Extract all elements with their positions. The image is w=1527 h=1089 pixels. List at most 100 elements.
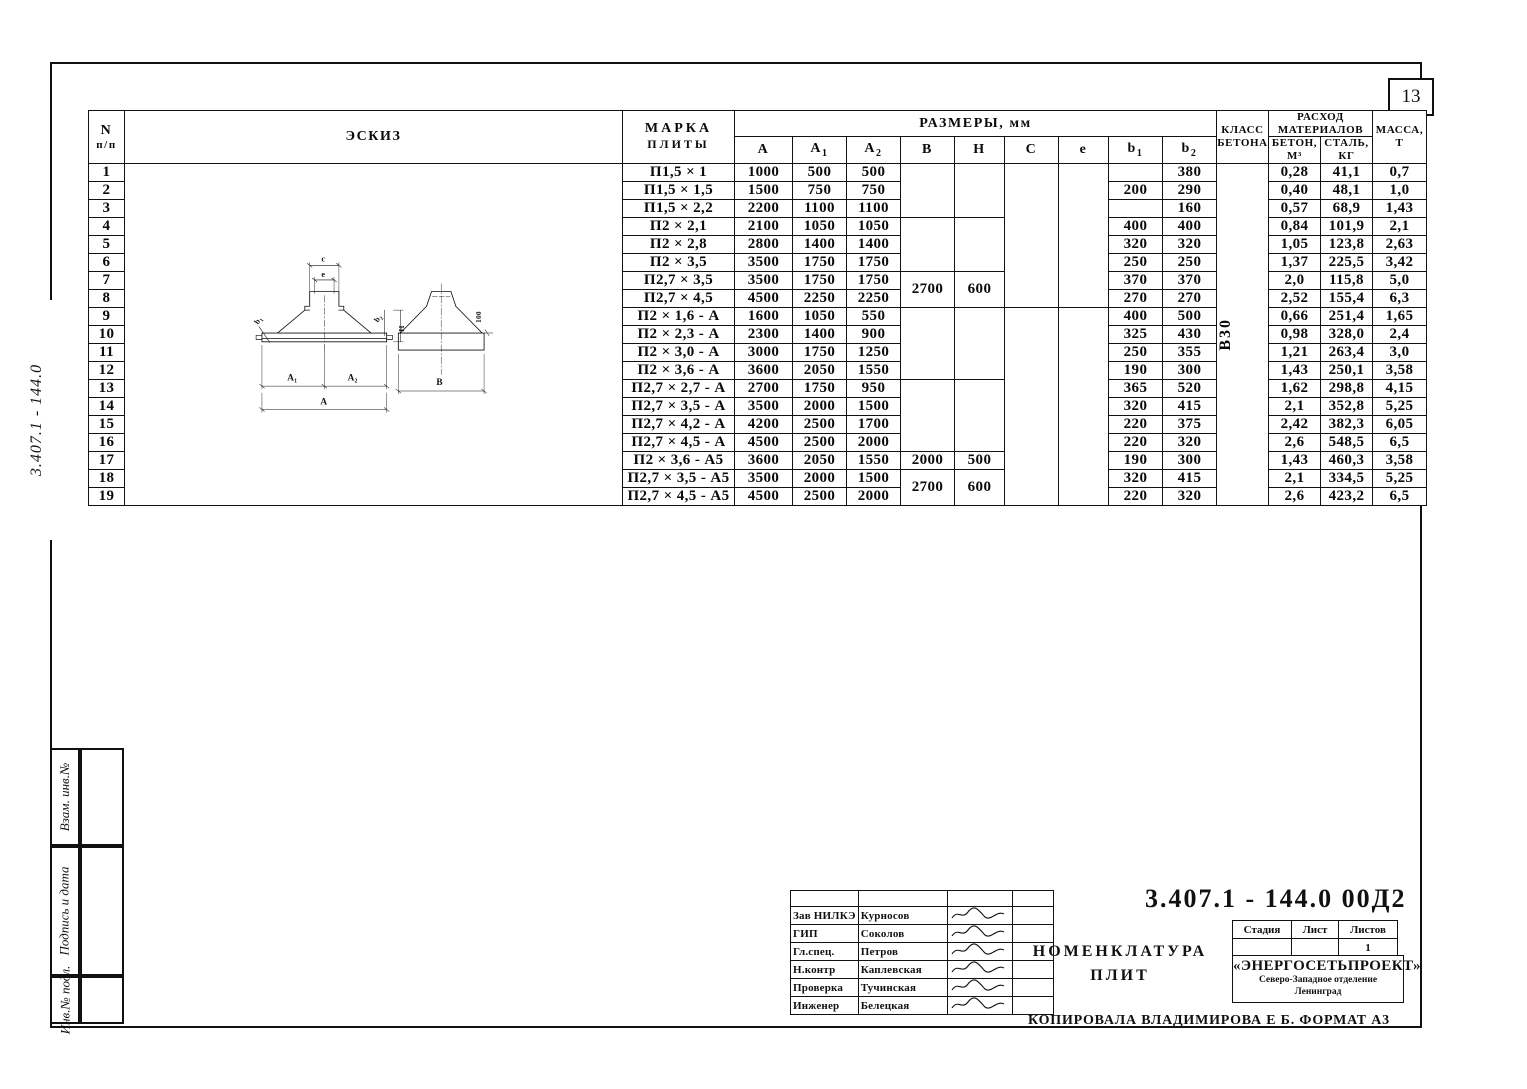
header-col-b1: b1 [1108, 136, 1163, 164]
table-row: 15 П2,7 × 4,2 - А 4200 2500 1700 220 375 2,42 38… [88, 414, 1427, 434]
table-row: 16 П2,7 × 4,5 - А 4500 2500 2000 220 320 2,6 548… [88, 432, 1427, 452]
document-title-line1: НОМЕНКЛАТУРА [1032, 943, 1208, 960]
table-row: 8 П2,7 × 4,5 4500 2250 2250 270 270 2,52 155,4 6,… [88, 288, 1427, 308]
cell-dim-b1: 190 [1108, 450, 1163, 470]
cell-plate-mark: П2 × 3,5 [622, 252, 735, 272]
cell-dim-A2: 500 [846, 162, 901, 182]
signature-mark [946, 996, 1013, 1015]
cell-dim-A: 2800 [734, 234, 793, 254]
header-col-A: A [734, 136, 793, 164]
sketch-label-A2: A2 [348, 373, 358, 384]
cell-mass: 5,0 [1372, 270, 1427, 290]
cell-dim-b1: 250 [1108, 342, 1163, 362]
cell-dim-b2: 400 [1162, 216, 1217, 236]
cell-row-number: 8 [88, 288, 125, 308]
cell-concrete-volume: 2,6 [1268, 486, 1321, 506]
cell-dim-A: 3500 [734, 468, 793, 488]
title-block: Зав НИЛКЭ Курносов ГИП Соколов Гл.спец. Петро… [790, 890, 1054, 1015]
cell-steel-weight: 101,9 [1320, 216, 1373, 236]
sketch-label-slope: 100 [474, 311, 483, 323]
cell-dim-A2: 550 [846, 306, 901, 326]
cell-dim-A2: 1100 [846, 198, 901, 218]
cell-plate-mark: П1,5 × 2,2 [622, 198, 735, 218]
cell-dim-b2: 375 [1162, 414, 1217, 434]
signature-table: Зав НИЛКЭ Курносов ГИП Соколов Гл.спец. Петро… [790, 890, 1054, 1015]
table-row: 17 П2 × 3,6 - А5 3600 2050 1550 2000 500 190 300… [88, 450, 1427, 470]
cell-dim-A1: 2250 [792, 288, 847, 308]
cell-mass: 6,5 [1372, 432, 1427, 452]
cell-plate-mark: П2 × 2,8 [622, 234, 735, 254]
cell-row-number: 14 [88, 396, 125, 416]
side-cell-c [80, 976, 124, 1024]
cell-mass: 3,58 [1372, 450, 1427, 470]
signature-name: Курносов [857, 906, 948, 925]
cell-dim-A: 1600 [734, 306, 793, 326]
cell-dim-A1: 2500 [792, 414, 847, 434]
page-number: 13 [1401, 86, 1421, 107]
organization-dept-1: Северо-Западное отделение [1258, 975, 1378, 985]
copy-footer-line: КОПИРОВАЛА ВЛАДИМИРОВА Е Б. ФОРМАТ А3 [1028, 1013, 1390, 1028]
cell-dim-A1: 2050 [792, 360, 847, 380]
cell-concrete-volume: 2,6 [1268, 432, 1321, 452]
cell-row-number: 18 [88, 468, 125, 488]
cell-dim-A1: 1050 [792, 216, 847, 236]
cell-plate-mark: П2,7 × 3,5 - А5 [622, 468, 735, 488]
cell-dim-A: 2100 [734, 216, 793, 236]
cell-dim-C [1004, 162, 1059, 308]
cell-mass: 1,43 [1372, 198, 1427, 218]
side-cell-a [80, 748, 124, 846]
cell-dim-A2: 2000 [846, 486, 901, 506]
cell-concrete-volume: 1,21 [1268, 342, 1321, 362]
cell-concrete-volume: 2,52 [1268, 288, 1321, 308]
cell-steel-weight: 115,8 [1320, 270, 1373, 290]
sketch-label-A: A [320, 397, 327, 407]
header-class: КЛАСС БЕТОНА [1216, 110, 1269, 164]
signature-role: ГИП [790, 924, 859, 943]
cell-dim-b1: 250 [1108, 252, 1163, 272]
cell-dim-C [1004, 306, 1059, 506]
cell-mass: 6,05 [1372, 414, 1427, 434]
cell-plate-mark: П1,5 × 1 [622, 162, 735, 182]
cell-dim-B [900, 162, 955, 218]
cell-plate-mark: П2,7 × 2,7 - А [622, 378, 735, 398]
sheet-code-vertical: 3.407.1 - 144.0 [22, 300, 52, 540]
cell-mass: 5,25 [1372, 468, 1427, 488]
table-row: 10 П2 × 2,3 - А 2300 1400 900 325 430 0,98 328,0… [88, 324, 1427, 344]
cell-mass: 3,42 [1372, 252, 1427, 272]
cell-dim-b1 [1108, 162, 1163, 182]
cell-dim-A2: 2250 [846, 288, 901, 308]
table-row: 13 П2,7 × 2,7 - А 2700 1750 950 365 520 1,62 298… [88, 378, 1427, 452]
cell-dim-A2: 1500 [846, 468, 901, 488]
cell-mass: 1,65 [1372, 306, 1427, 326]
cell-concrete-volume: 1,62 [1268, 378, 1321, 398]
header-col-A2: A2 [846, 136, 901, 164]
cell-plate-mark: П2 × 3,0 - А [622, 342, 735, 362]
cell-plate-mark: П2,7 × 4,5 - А [622, 432, 735, 452]
cell-mass: 1,0 [1372, 180, 1427, 200]
cell-dim-b1: 270 [1108, 288, 1163, 308]
cell-steel-weight: 298,8 [1320, 378, 1373, 398]
cell-dim-A1: 2500 [792, 432, 847, 452]
document-title-line2: ПЛИТ [1090, 967, 1150, 984]
cell-concrete-volume: 2,1 [1268, 396, 1321, 416]
header-col-A1: A1 [792, 136, 847, 164]
cell-dim-A1: 2000 [792, 468, 847, 488]
cell-dim-A2: 1400 [846, 234, 901, 254]
cell-dim-A2: 1750 [846, 270, 901, 290]
sketch-cell: c e A1 A2 A H b2 b1 B 100 [124, 162, 623, 506]
signature-empty-cell [790, 890, 859, 907]
table-row: 19 П2,7 × 4,5 - А5 4500 2500 2000 220 320 2,6 42… [88, 486, 1427, 506]
cell-row-number: 15 [88, 414, 125, 434]
cell-row-number: 4 [88, 216, 125, 236]
cell-mass: 6,5 [1372, 486, 1427, 506]
cell-row-number: 2 [88, 180, 125, 200]
cell-dim-b2: 300 [1162, 360, 1217, 380]
cell-dim-b2: 355 [1162, 342, 1217, 362]
cell-concrete-volume: 1,43 [1268, 450, 1321, 470]
cell-dim-A: 2200 [734, 198, 793, 218]
cell-concrete-volume: 2,0 [1268, 270, 1321, 290]
cell-dim-H [954, 162, 1005, 218]
table-body: 1 [88, 162, 1427, 506]
cell-concrete-volume: 0,57 [1268, 198, 1321, 218]
cell-steel-weight: 251,4 [1320, 306, 1373, 326]
